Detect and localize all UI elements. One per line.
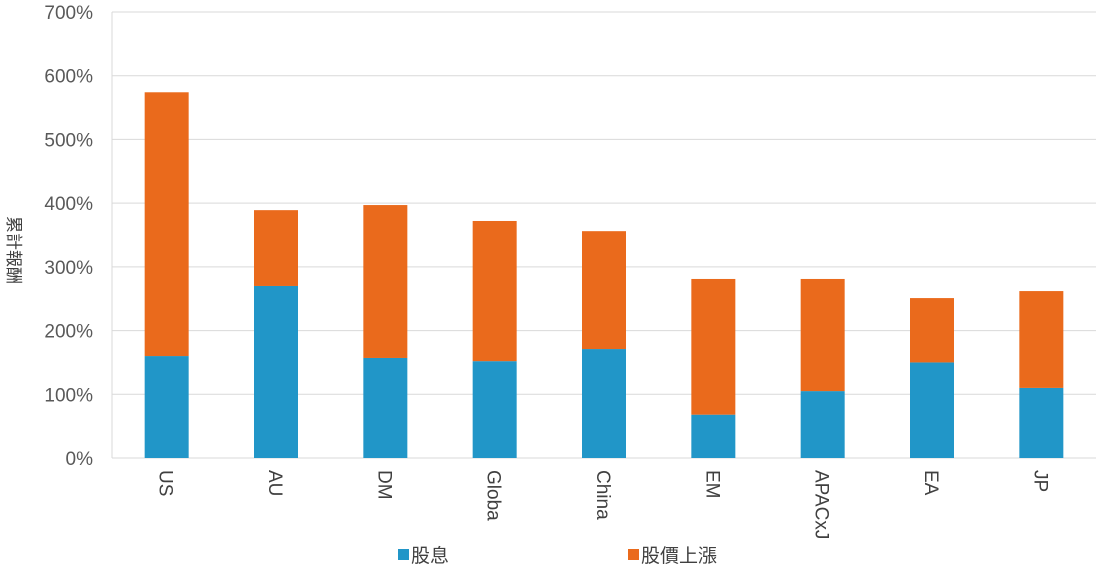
x-tick-label: Globa — [483, 470, 504, 521]
bar-segment-dividend — [582, 349, 626, 458]
legend-label-dividend: 股息 — [411, 545, 450, 567]
y-tick-label: 700% — [44, 3, 93, 24]
y-tick-label: 0% — [66, 449, 94, 470]
stacked-bar-chart: 0% 100% 200% 300% 400% 500% 600% 700% US AU DM Glo… — [3, 3, 1096, 539]
x-tick-label: EM — [701, 470, 722, 499]
bar-segment-price-gain — [144, 92, 189, 357]
bar-segment-dividend — [363, 357, 408, 458]
x-tick-label: China — [592, 470, 613, 520]
bars — [144, 92, 1064, 458]
bar-segment-price-gain — [691, 278, 736, 415]
bar-segment-price-gain — [910, 298, 954, 363]
y-tick-label: 200% — [44, 322, 93, 343]
bar-segment-dividend — [254, 285, 298, 458]
x-tick-label: DM — [373, 470, 394, 500]
x-tick-label: APACxJ — [811, 470, 832, 539]
y-tick-label: 600% — [44, 67, 93, 88]
bar-segment-price-gain — [363, 205, 408, 358]
y-tick-labels: 0% 100% 200% 300% 400% 500% 600% 700% — [44, 3, 93, 470]
x-tick-labels: US AU DM Globa China EM APACxJ EA JP — [155, 470, 1051, 539]
x-tick-label: EA — [920, 470, 941, 496]
y-tick-label: 500% — [44, 130, 93, 151]
y-tick-label: 300% — [44, 258, 93, 279]
legend-swatch-price-gain — [628, 549, 639, 560]
y-tick-label: 100% — [44, 385, 93, 406]
bar-segment-dividend — [144, 356, 189, 458]
bar-segment-dividend — [910, 362, 954, 458]
bar-segment-dividend — [691, 414, 736, 458]
y-tick-label: 400% — [44, 194, 93, 215]
bar-segment-price-gain — [1019, 291, 1064, 388]
legend-item-dividend: 股息 — [398, 541, 449, 568]
x-tick-label: JP — [1029, 470, 1050, 492]
y-axis-label: 累計報酬 — [3, 216, 23, 284]
bar-segment-price-gain — [472, 220, 517, 362]
bar-segment-price-gain — [254, 210, 298, 286]
x-tick-label: US — [155, 470, 176, 496]
bar-segment-dividend — [1019, 387, 1064, 458]
legend-label-price-gain: 股價上漲 — [641, 545, 718, 567]
bar-segment-price-gain — [800, 278, 845, 392]
bar-segment-price-gain — [582, 231, 626, 350]
x-tick-label: AU — [264, 470, 285, 496]
legend-swatch-dividend — [398, 549, 409, 560]
bar-segment-dividend — [800, 391, 845, 458]
legend-item-price-gain: 股價上漲 — [628, 541, 717, 568]
bar-segment-dividend — [472, 361, 517, 458]
